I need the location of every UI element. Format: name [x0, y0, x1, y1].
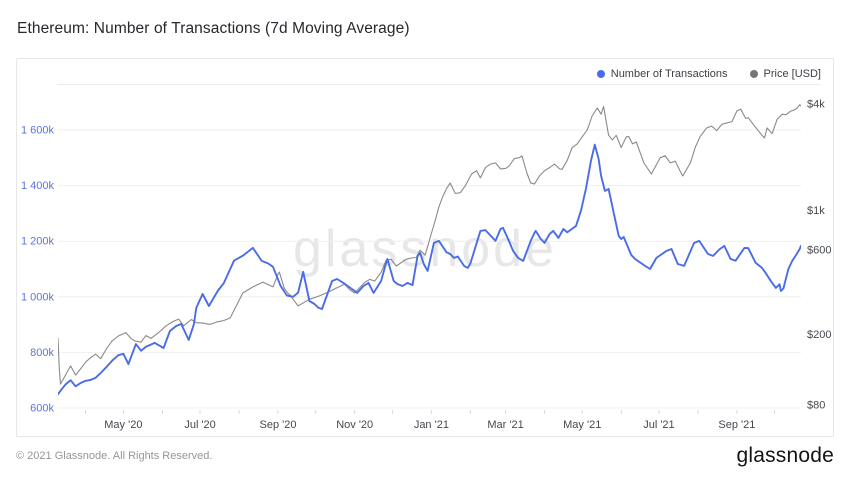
- x-tick-label: Nov '20: [336, 419, 373, 431]
- legend-dot-price-icon: [749, 70, 758, 78]
- legend-label-price: Price [USD]: [763, 68, 821, 80]
- y-left-tick-label: 1 600k: [21, 125, 55, 137]
- y-right-tick-label: $600: [807, 244, 831, 256]
- y-left-tick-label: 800k: [30, 347, 54, 359]
- x-tick-label: Sep '20: [260, 419, 297, 431]
- x-tick-label: Jul '21: [643, 419, 674, 431]
- x-tick-label: Sep '21: [718, 419, 755, 431]
- legend-dot-transactions-icon: [596, 70, 605, 78]
- y-left-tick-label: 1 200k: [21, 236, 55, 248]
- y-right-tick-label: $4k: [807, 98, 825, 110]
- glassnode-logo[interactable]: glassnode: [736, 444, 834, 467]
- x-tick-label: May '20: [104, 419, 142, 431]
- chart-plot-area[interactable]: 600k 800k 1 000k 1 200k 1 400k 1 600k $80 $200 $…: [17, 59, 833, 436]
- chart-title: Ethereum: Number of Transactions (7d Mov…: [17, 20, 410, 37]
- y-left-tick-label: 1 000k: [21, 291, 55, 303]
- legend-item-transactions[interactable]: Number of Transactions: [596, 68, 728, 80]
- chart-card: Number of Transactions Price [USD] glass…: [16, 58, 834, 437]
- footer-copyright: © 2021 Glassnode. All Rights Reserved.: [16, 450, 213, 462]
- series-line-transactions: [58, 143, 801, 396]
- x-tick-label: Jan '21: [414, 419, 449, 431]
- x-tick-label: Jul '20: [184, 419, 215, 431]
- y-left-tick-label: 1 400k: [21, 180, 55, 192]
- y-right-tick-label: $1k: [807, 205, 825, 217]
- glassnode-watermark: glassnode: [292, 220, 558, 278]
- y-right-tick-label: $200: [807, 329, 831, 341]
- y-right-tick-label: $80: [807, 400, 825, 412]
- y-left-tick-label: 600k: [30, 403, 54, 415]
- legend-divider: [57, 84, 821, 85]
- legend-label-transactions: Number of Transactions: [610, 68, 728, 80]
- legend-item-price[interactable]: Price [USD]: [749, 68, 821, 80]
- series-line-price: [58, 104, 801, 385]
- x-tick-label: Mar '21: [487, 419, 523, 431]
- legend: Number of Transactions Price [USD]: [596, 64, 821, 84]
- x-tick-label: May '21: [563, 419, 601, 431]
